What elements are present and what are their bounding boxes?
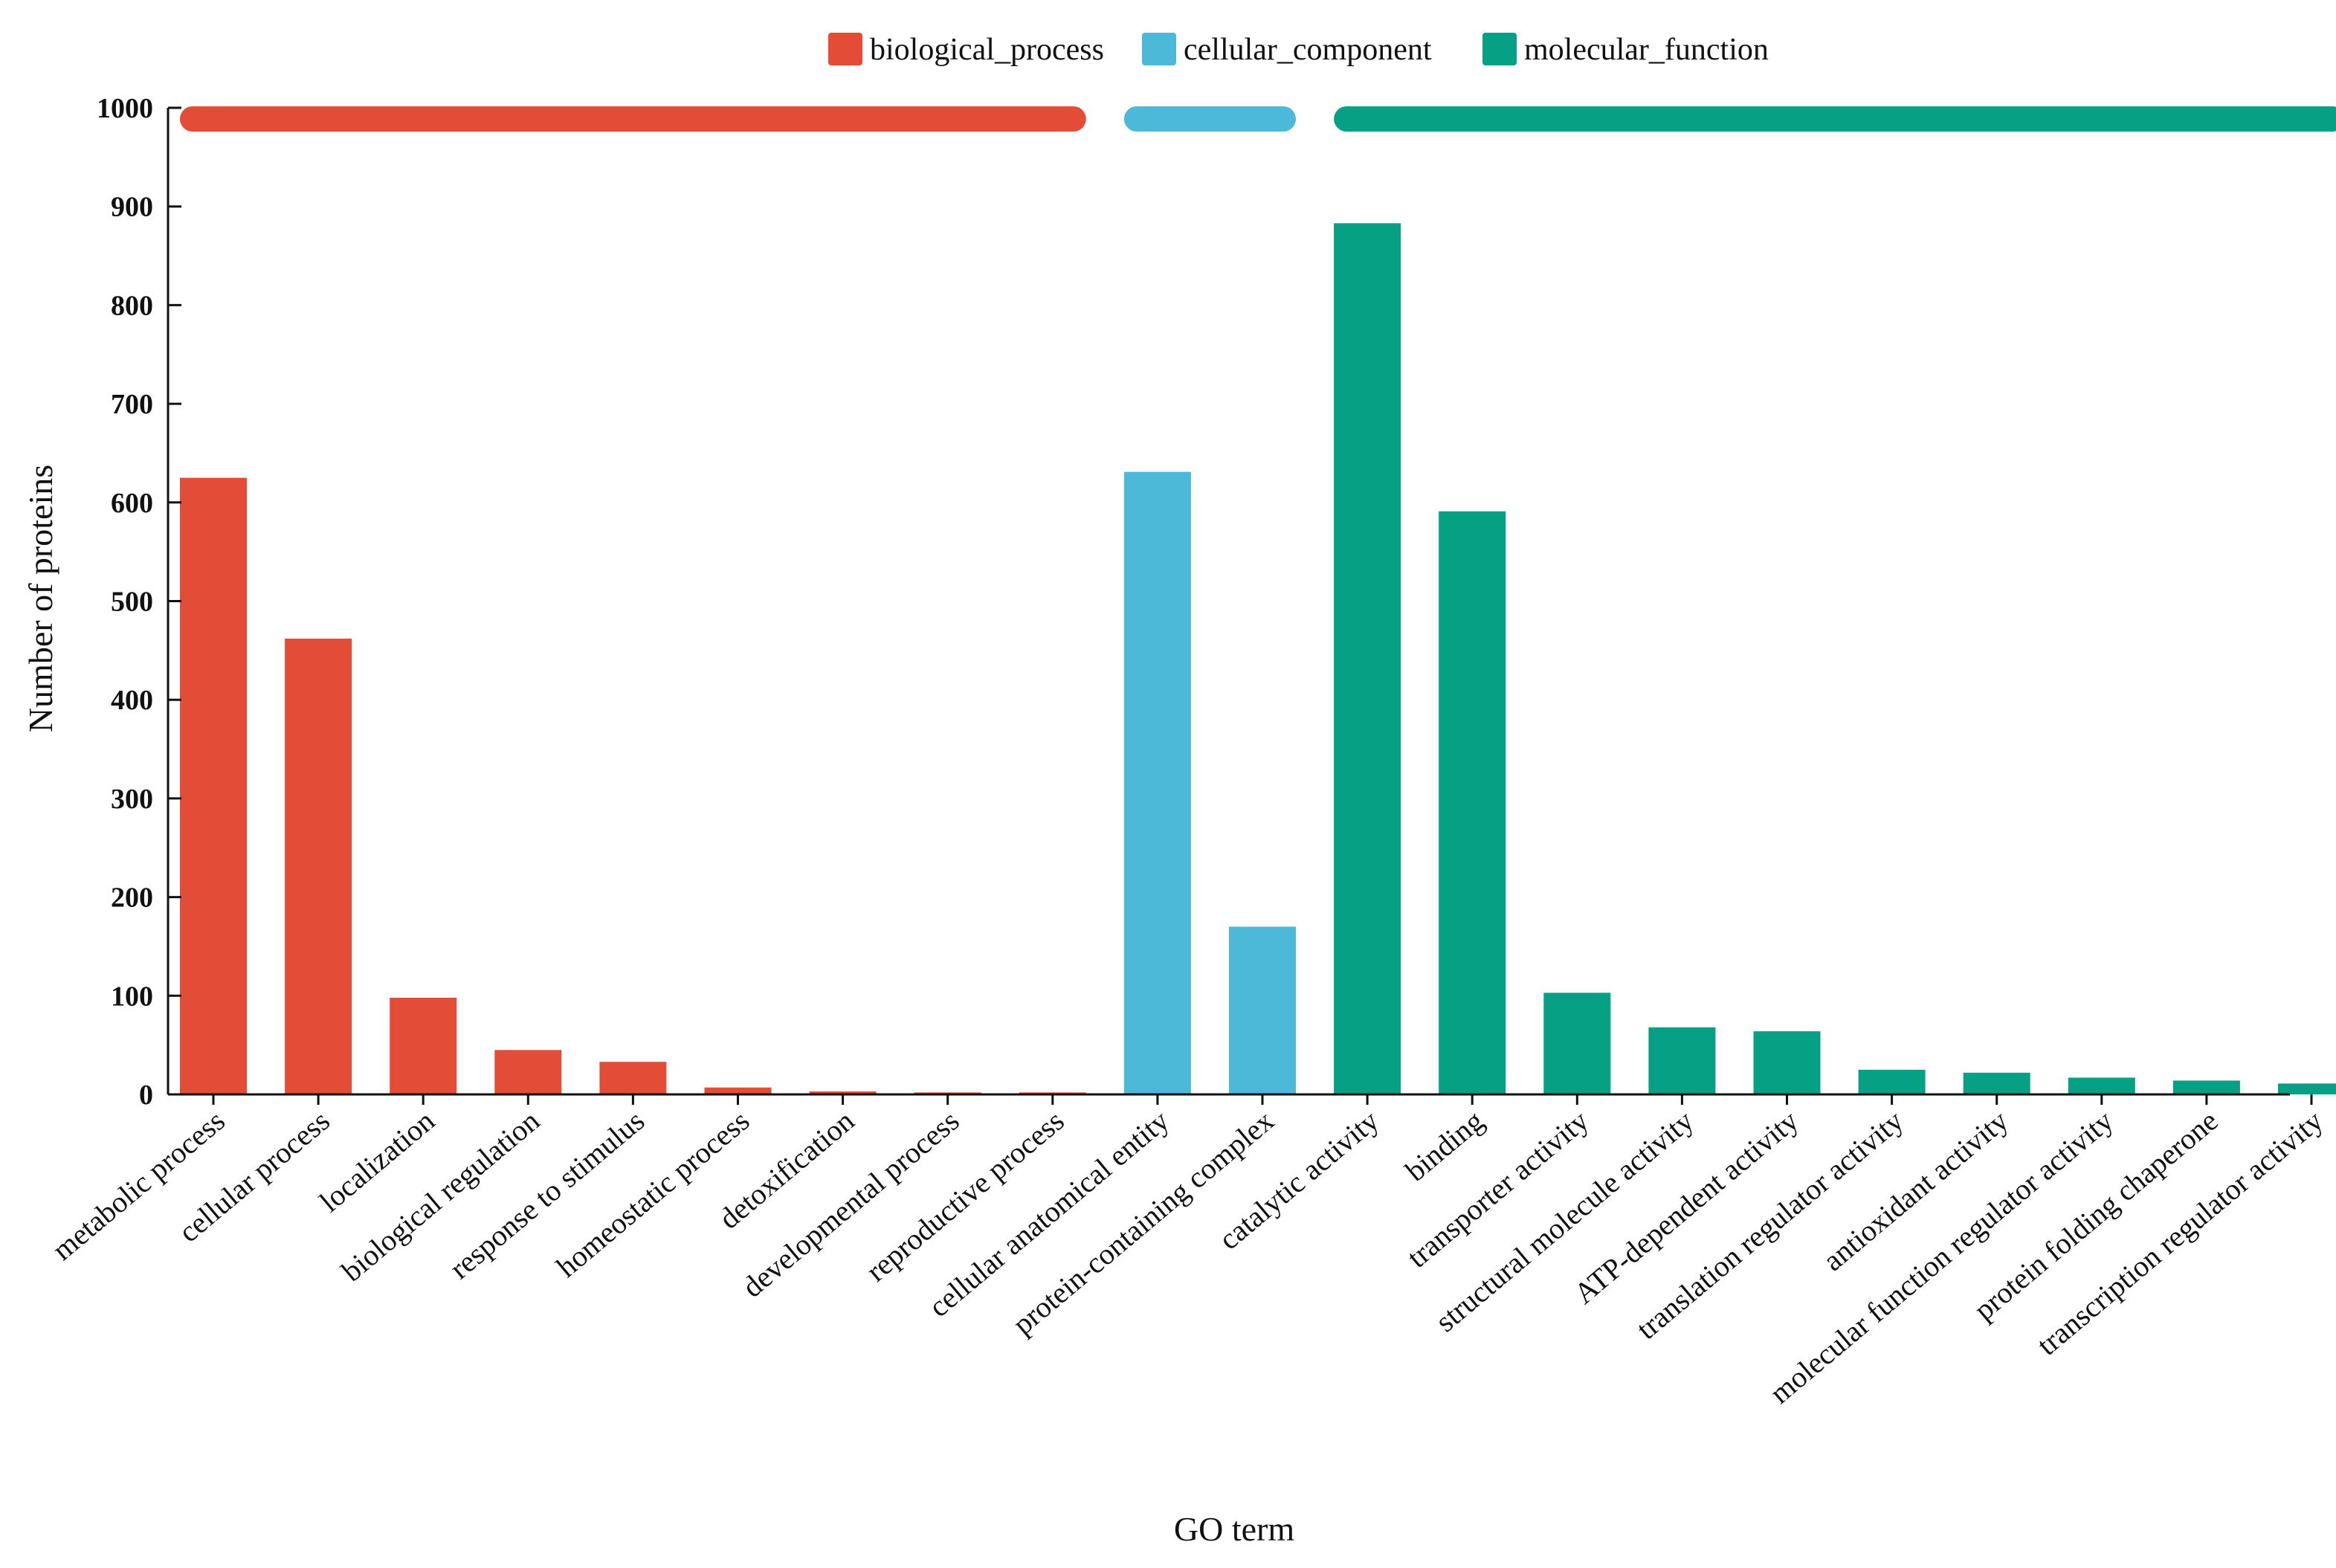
- legend-label-molecular-function: molecular_function: [1524, 33, 1769, 67]
- bar-transporter-activity: [1543, 993, 1611, 1094]
- y-tick-label-600: 600: [111, 488, 153, 519]
- y-tick-label-400: 400: [111, 685, 153, 716]
- legend-swatch-molecular-function: [1482, 33, 1517, 65]
- y-tick-label-200: 200: [111, 883, 153, 914]
- legend-label-cellular-component: cellular_component: [1184, 33, 1432, 67]
- bar-localization: [390, 997, 457, 1094]
- bar-biological-regulation: [494, 1050, 562, 1094]
- bar-catalytic-activity: [1334, 223, 1401, 1094]
- x-axis-title: GO term: [1174, 1510, 1294, 1548]
- group-bands: [180, 106, 2336, 132]
- bar-binding: [1439, 511, 1506, 1094]
- bar-protein-folding-chaperone: [2172, 1080, 2240, 1094]
- x-tick-label-metabolic-process: metabolic process: [45, 1103, 230, 1266]
- legend: biological_process cellular_component mole…: [828, 33, 1769, 67]
- x-tick-label-homeostatic-process: homeostatic process: [550, 1103, 756, 1283]
- x-tick-label-biological-regulation: biological regulation: [335, 1103, 546, 1288]
- legend-swatch-biological-process: [828, 33, 862, 65]
- bar-protein-containing-complex: [1229, 926, 1296, 1094]
- bar-detoxification: [809, 1091, 877, 1094]
- y-tick-label-900: 900: [111, 192, 153, 223]
- y-axis-title: Number of proteins: [22, 465, 59, 732]
- bar-antioxidant-activity: [1963, 1072, 2030, 1094]
- bar-atp-dependent-activity: [1753, 1031, 1821, 1094]
- y-axis: 0 100 200 300 400 500 600 700 800 900 1000: [97, 93, 181, 1111]
- x-tick-label-reproductive-process: reproductive process: [859, 1103, 1070, 1288]
- bar-molecular-function-regulator-activity: [2068, 1077, 2135, 1094]
- bar-cellular-anatomical-entity: [1123, 471, 1191, 1094]
- group-band-biological-process: [180, 106, 1086, 132]
- bar-response-to-stimulus: [599, 1062, 667, 1094]
- bar-homeostatic-process: [704, 1087, 772, 1094]
- y-tick-label-0: 0: [139, 1080, 153, 1111]
- bar-metabolic-process: [180, 477, 247, 1094]
- bar-transcription-regulator-activity: [2278, 1083, 2336, 1094]
- legend-label-biological-process: biological_process: [870, 33, 1104, 67]
- x-tick-label-antioxidant-activity: antioxidant activity: [1816, 1103, 2014, 1277]
- y-tick-label-700: 700: [111, 389, 153, 420]
- x-tick-label-binding: binding: [1398, 1103, 1490, 1187]
- y-tick-label-1000: 1000: [97, 93, 153, 124]
- bar-translation-regulator-activity: [1858, 1069, 1926, 1094]
- bar-cellular-process: [285, 638, 352, 1094]
- bars: [180, 223, 2336, 1094]
- legend-swatch-cellular-component: [1142, 33, 1176, 65]
- y-tick-label-800: 800: [111, 290, 153, 321]
- x-tick-label-response-to-stimulus: response to stimulus: [443, 1103, 651, 1285]
- y-tick-label-300: 300: [111, 784, 153, 815]
- y-tick-label-100: 100: [111, 981, 153, 1012]
- group-band-molecular-function: [1334, 106, 2336, 132]
- x-tick-label-transporter-activity: transporter activity: [1401, 1103, 1595, 1274]
- y-tick-label-500: 500: [111, 587, 153, 618]
- group-band-cellular-component: [1123, 106, 1296, 132]
- bar-structural-molecule-activity: [1648, 1027, 1716, 1094]
